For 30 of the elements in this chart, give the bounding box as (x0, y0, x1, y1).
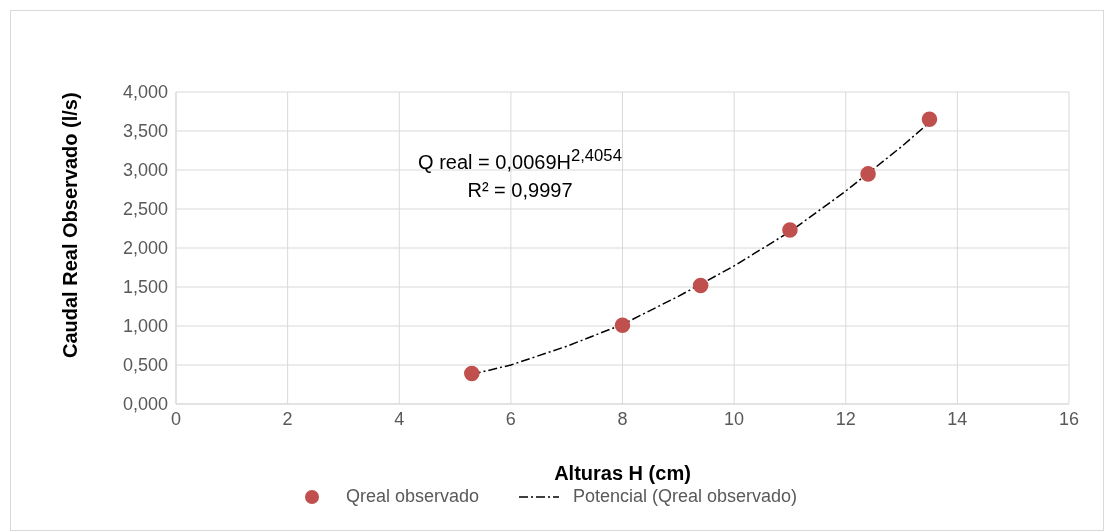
y-tick-label: 4,000 (122, 82, 168, 103)
legend-label: Qreal observado (345, 486, 479, 507)
x-tick-label: 10 (724, 408, 745, 429)
y-tick-label: 0,000 (122, 394, 168, 415)
x-tick-label: 6 (505, 408, 516, 429)
y-tick-label: 0,500 (122, 355, 168, 376)
point (860, 166, 876, 182)
x-tick-label: 12 (835, 408, 856, 429)
x-tick-label: 0 (170, 408, 182, 429)
x-tick-label: 8 (617, 408, 628, 429)
y-tick-label: 2,500 (122, 199, 168, 220)
x-tick-label: 2 (282, 408, 293, 429)
annotation: Q real = 0,0069H$^{2,4054}$ (417, 145, 623, 175)
point (782, 222, 798, 238)
annotation: R² = 0,9997 (466, 177, 574, 203)
y-tick-label: 1,500 (122, 277, 168, 298)
x-tick-label: 14 (947, 408, 968, 429)
point (614, 317, 631, 333)
point (464, 365, 480, 382)
y-axis-title: Caudal Real Observado (l/s) (59, 92, 82, 358)
x-axis-title: Alturas H (cm) (554, 462, 691, 484)
x-tick-label: 16 (1058, 408, 1080, 429)
y-tick-label: 3,000 (122, 160, 168, 181)
y-tick-label: 2,000 (122, 238, 168, 259)
y-tick-label: 1,000 (122, 316, 168, 337)
y-tick-label: 3,500 (122, 121, 168, 142)
legend-label: Potencial (Qreal observado) (572, 486, 798, 507)
x-tick-label: 4 (394, 408, 405, 429)
point (921, 111, 938, 128)
point (692, 277, 709, 294)
